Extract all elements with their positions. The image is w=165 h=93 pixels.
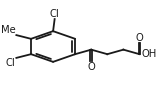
- Text: Cl: Cl: [6, 58, 16, 68]
- Text: Cl: Cl: [50, 9, 60, 19]
- Text: O: O: [87, 62, 95, 72]
- Text: Me: Me: [1, 25, 16, 35]
- Text: O: O: [136, 33, 143, 43]
- Text: OH: OH: [142, 49, 157, 59]
